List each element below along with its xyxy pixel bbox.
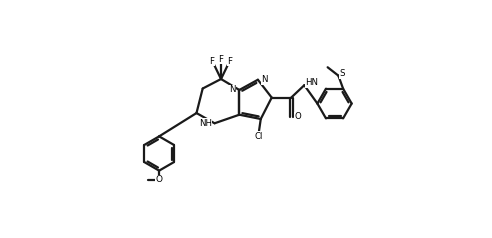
Text: NH: NH	[199, 119, 212, 128]
Text: F: F	[210, 57, 215, 66]
Text: HN: HN	[306, 78, 318, 87]
Text: Cl: Cl	[254, 132, 263, 141]
Text: F: F	[228, 57, 233, 66]
Text: N: N	[229, 85, 236, 94]
Text: O: O	[155, 175, 163, 184]
Text: F: F	[218, 55, 223, 64]
Text: S: S	[339, 69, 345, 78]
Text: N: N	[261, 75, 268, 84]
Text: O: O	[295, 112, 302, 121]
